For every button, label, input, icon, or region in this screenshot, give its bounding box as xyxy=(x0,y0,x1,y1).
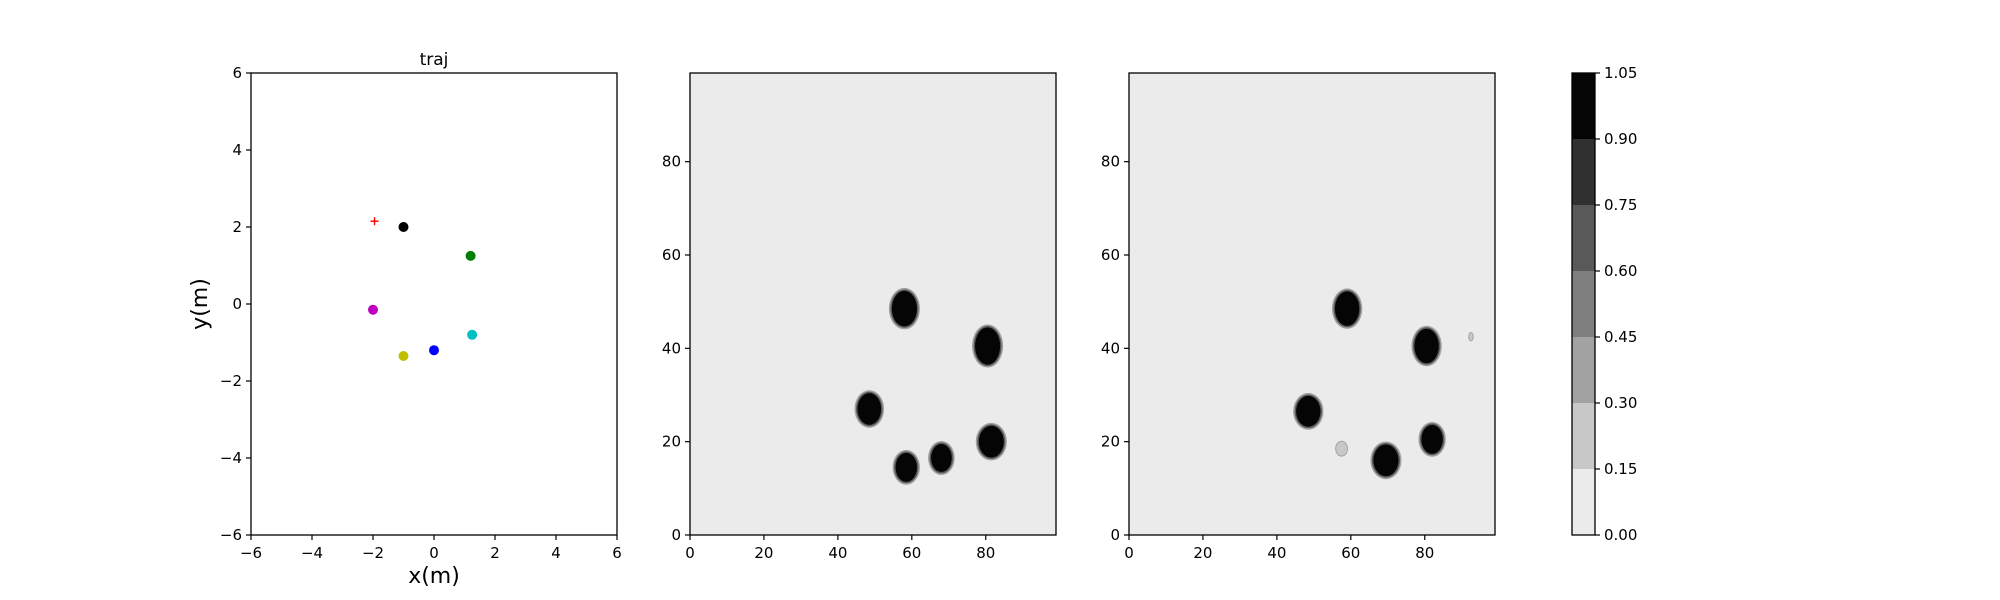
agent-point xyxy=(429,345,439,356)
y-tick-label: 60 xyxy=(662,246,681,264)
y-tick-label: 80 xyxy=(662,153,681,171)
y-tick-label: 6 xyxy=(232,64,242,82)
colorbar-tick-label: 0.75 xyxy=(1604,196,1637,214)
heatmap-background xyxy=(690,73,1056,535)
axes-frame xyxy=(250,72,618,536)
x-tick-label: 80 xyxy=(1415,544,1434,562)
agent-point xyxy=(467,329,478,340)
obstacle-blob xyxy=(892,449,920,485)
occupancy-map-panel-2: 0 20 40 60 80 0 20 40 60 80 xyxy=(1101,72,1496,562)
y-tick-label: 0 xyxy=(671,526,681,544)
chart-title: traj xyxy=(420,50,449,70)
x-tick-label: 0 xyxy=(1124,544,1134,562)
colorbar-tick-label: 1.05 xyxy=(1604,64,1637,82)
obstacle-blob xyxy=(1418,421,1446,457)
colorbar-band xyxy=(1572,139,1595,205)
x-tick-label: 40 xyxy=(1267,544,1286,562)
obstacle-blob xyxy=(1331,288,1363,329)
colorbar-band xyxy=(1572,469,1595,535)
axes-frame xyxy=(1128,72,1496,536)
agent-point xyxy=(398,350,409,361)
y-tick-label: 40 xyxy=(1101,339,1120,357)
colorbar-band xyxy=(1572,271,1595,337)
obstacle-blob xyxy=(888,287,920,330)
colorbar-band xyxy=(1572,73,1595,139)
obstacle-blob xyxy=(1411,325,1442,367)
y-tick-label: 0 xyxy=(1110,526,1120,544)
y-tick-label: −2 xyxy=(220,372,242,390)
colorbar-tick-label: 0.15 xyxy=(1604,460,1637,478)
heatmap-background xyxy=(1129,73,1495,535)
obstacle-blob xyxy=(1468,331,1474,342)
obstacle-blob xyxy=(972,324,1004,368)
x-tick-label: −6 xyxy=(240,544,262,562)
obstacle-blob xyxy=(975,422,1007,461)
x-tick-label: 20 xyxy=(1193,544,1212,562)
x-tick-label: 40 xyxy=(828,544,847,562)
y-tick-label: 60 xyxy=(1101,246,1120,264)
colorbar-tick-label: 0.60 xyxy=(1604,262,1637,280)
occupancy-map-panel-1: 0 20 40 60 80 0 20 40 60 80 xyxy=(662,72,1057,562)
agent-point xyxy=(398,222,409,232)
colorbar-tick-label: 0.45 xyxy=(1604,328,1637,346)
x-axis-label: x(m) xyxy=(408,564,460,589)
y-tick-label: 20 xyxy=(1101,433,1120,451)
x-tick-label: −4 xyxy=(301,544,323,562)
y-tick-label: −4 xyxy=(220,449,242,467)
y-tick-label: −6 xyxy=(220,526,242,544)
x-tick-label: 80 xyxy=(976,544,995,562)
obstacle-blob xyxy=(854,390,885,428)
obstacle-blob xyxy=(1293,392,1324,430)
y-tick-label: 20 xyxy=(662,433,681,451)
y-tick-label: 2 xyxy=(232,218,242,236)
y-tick-label: 40 xyxy=(662,339,681,357)
x-tick-label: 60 xyxy=(902,544,921,562)
x-tick-label: 4 xyxy=(551,544,561,562)
x-tick-label: −2 xyxy=(362,544,384,562)
colorbar-band xyxy=(1572,205,1595,271)
colorbar-tick-label: 0.30 xyxy=(1604,394,1637,412)
obstacle-blob xyxy=(1370,441,1402,480)
y-tick-label: 80 xyxy=(1101,153,1120,171)
obstacle-blob xyxy=(928,441,955,475)
agent-point xyxy=(368,304,378,315)
colorbar-frame xyxy=(1571,72,1596,536)
obstacle-blob xyxy=(1335,440,1348,457)
colorbar-tick-label: 0.00 xyxy=(1604,526,1637,544)
agent-point xyxy=(465,250,476,261)
goal-marker xyxy=(370,217,379,226)
colorbar-band xyxy=(1572,403,1595,469)
y-tick-label: 4 xyxy=(232,141,242,159)
x-tick-label: 0 xyxy=(685,544,695,562)
y-axis-label: y(m) xyxy=(188,278,213,330)
trajectory-panel: −6 −4 −2 0 2 4 6 −6 −4 −2 0 2 4 6 traj x(m) y(m) xyxy=(188,50,622,589)
x-tick-label: 6 xyxy=(612,544,622,562)
axes-frame xyxy=(689,72,1057,536)
colorbar: 0.00 0.15 0.30 0.45 0.60 0.75 0.90 1.05 xyxy=(1571,64,1637,544)
x-tick-label: 0 xyxy=(429,544,439,562)
x-tick-label: 2 xyxy=(490,544,500,562)
x-tick-label: 20 xyxy=(754,544,773,562)
colorbar-tick-label: 0.90 xyxy=(1604,130,1637,148)
y-tick-label: 0 xyxy=(232,295,242,313)
x-tick-label: 60 xyxy=(1341,544,1360,562)
plot-area xyxy=(251,73,617,535)
colorbar-band xyxy=(1572,337,1595,403)
